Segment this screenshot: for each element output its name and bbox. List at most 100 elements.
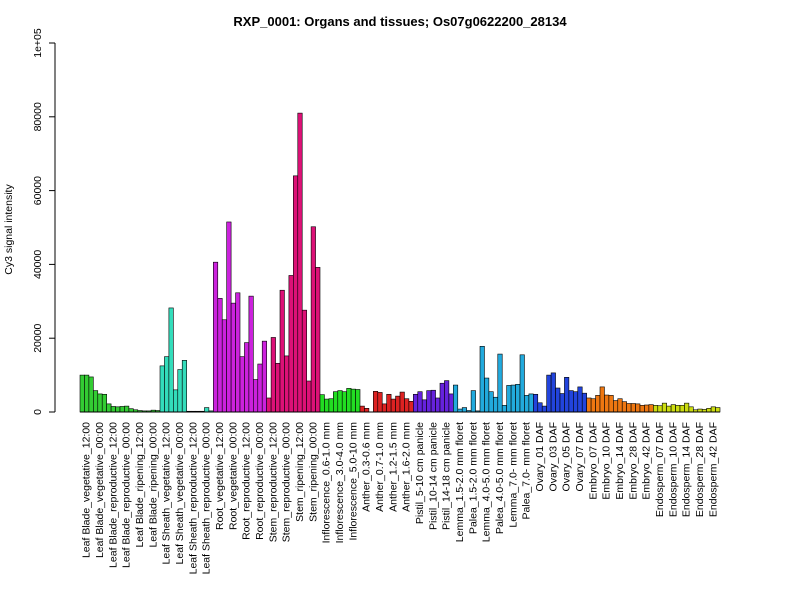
x-tick-label: Inflorescence_5.0-10 mm: [347, 422, 359, 541]
bar: [390, 398, 396, 413]
bar: [430, 389, 436, 413]
bar: [461, 407, 467, 413]
bar: [337, 390, 343, 413]
x-tick-label: Embryo_10 DAF: [601, 422, 613, 500]
bar: [413, 393, 419, 413]
bar: [181, 360, 187, 413]
bar: [257, 363, 263, 413]
bar: [528, 393, 534, 413]
x-tick-label: Leaf Blade_ripening_12:00: [134, 422, 146, 548]
bar: [626, 403, 632, 413]
bar: [359, 405, 365, 413]
bar: [564, 377, 570, 413]
x-tick-label: Pistil_10-14 cm panicle: [427, 422, 439, 530]
y-axis-label: Cy3 signal intensity: [3, 184, 15, 275]
x-tick-label: Endosperm_14 DAF: [681, 422, 693, 517]
bar: [621, 401, 627, 413]
bar: [204, 407, 210, 413]
bar: [79, 374, 85, 413]
bar: [319, 394, 325, 413]
bar: [568, 390, 574, 413]
bar: [248, 295, 254, 413]
chart-title: RXP_0001: Organs and tissues; Os07g06222…: [233, 14, 567, 29]
x-tick-label: Leaf Blade_vegetative_00:00: [94, 422, 106, 558]
bar: [715, 407, 721, 413]
bar: [101, 393, 107, 413]
bar: [448, 393, 454, 413]
bar: [333, 391, 339, 413]
bar: [341, 391, 347, 413]
bar: [688, 406, 694, 413]
bar: [648, 404, 654, 413]
x-tick-label: Leaf Sheath_vegetative_12:00: [161, 422, 173, 565]
bar: [297, 112, 303, 413]
bar: [453, 384, 459, 413]
x-tick-label: Ovary_07 DAF: [574, 422, 586, 491]
bar: [581, 392, 587, 413]
bar: [613, 400, 619, 413]
x-tick-label: Inflorescence_0.6-1.0 mm: [321, 422, 333, 544]
y-tick-label: 60000: [32, 176, 44, 205]
x-tick-label: Root_vegetative_12:00: [214, 422, 226, 530]
bar: [657, 405, 663, 413]
bar: [346, 388, 352, 413]
x-tick-label: Stem_ripening_12:00: [294, 422, 306, 522]
x-tick-label: Leaf Blade_vegetative_12:00: [81, 422, 93, 558]
bar: [550, 372, 556, 413]
bar: [88, 376, 94, 413]
x-tick-label: Stem_reproductive_00:00: [281, 422, 293, 542]
bar: [328, 398, 334, 413]
bar: [590, 398, 596, 413]
bar: [350, 388, 356, 413]
bar: [93, 390, 99, 413]
bar: [510, 384, 516, 413]
bar: [213, 261, 219, 413]
bar: [670, 404, 676, 413]
x-tick-label: Leaf Blade_reproductive_12:00: [107, 422, 119, 568]
y-tick-label: 80000: [32, 102, 44, 131]
x-tick-label: Stem_reproductive_12:00: [267, 422, 279, 542]
bar: [644, 404, 650, 413]
x-tick-label: Leaf Sheath_vegetative_00:00: [174, 422, 186, 565]
bar: [84, 374, 90, 413]
x-tick-label: Anther_0.3-0.6 mm: [361, 422, 373, 512]
y-tick-label: 20000: [32, 323, 44, 352]
x-tick-label: Embryo_07 DAF: [587, 422, 599, 500]
x-tick-label: Endosperm_28 DAF: [694, 422, 706, 517]
bar: [324, 398, 330, 413]
bar: [266, 397, 272, 413]
bar: [315, 267, 321, 413]
x-tick-label: Leaf Sheath_reproductive_00:00: [201, 422, 213, 575]
bar: [226, 221, 232, 413]
bar: [555, 387, 561, 413]
bar: [310, 226, 316, 413]
bar: [124, 405, 130, 413]
bar: [537, 402, 543, 413]
bar: [253, 379, 259, 413]
bar: [235, 292, 241, 413]
x-tick-label: Stem_ripening_00:00: [307, 422, 319, 522]
bar: [106, 403, 112, 413]
y-ticks: 0 20000 40000 60000 80000 1e+05: [32, 28, 55, 415]
x-tick-label: Root_reproductive_00:00: [254, 422, 266, 540]
bar: [506, 385, 512, 413]
bar: [301, 309, 307, 413]
bar: [666, 405, 672, 413]
bar: [381, 403, 387, 413]
x-tick-label: Palea_7.0- mm floret: [521, 422, 533, 520]
bar: [261, 340, 267, 413]
x-tick-label: Leaf Blade_ripening_00:00: [147, 422, 159, 548]
bar: [159, 365, 165, 413]
bar: [421, 399, 427, 413]
bar: [115, 406, 121, 413]
x-tick-label: Lemma_4.0-5.0 mm floret: [481, 422, 493, 542]
bar: [679, 405, 685, 413]
y-axis: 0 20000 40000 60000 80000 1e+05: [32, 28, 56, 415]
bar: [488, 391, 494, 413]
x-tick-label: Pistil_5-10 cm panicle: [414, 422, 426, 524]
bar: [661, 402, 667, 413]
x-tick-label: Embryo_28 DAF: [627, 422, 639, 500]
x-tick-label: Lemma_1.5-2.0 mm floret: [454, 422, 466, 542]
x-tick-label: Anther_0.7-1.0 mm: [374, 422, 386, 512]
